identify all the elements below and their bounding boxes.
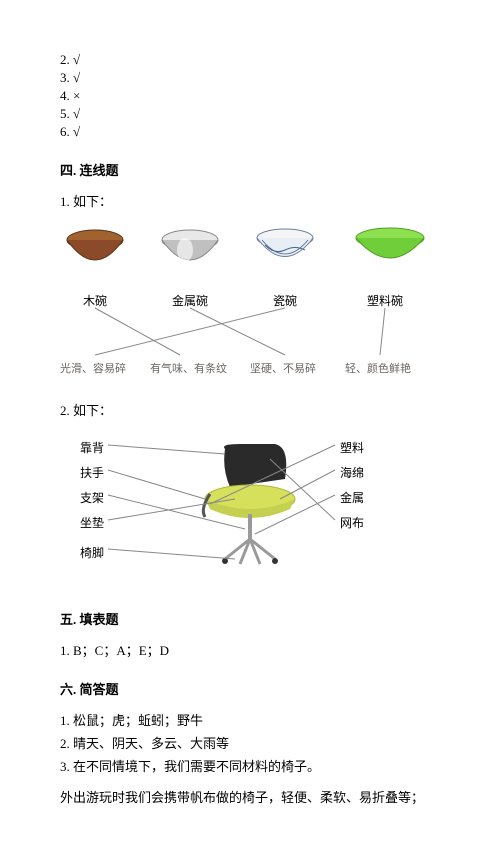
prop-2: 有气味、有条纹 (150, 360, 227, 376)
s6-a3b: 外出游玩时我们会携带帆布做的椅子，轻便、柔软、易折叠等； (60, 787, 440, 806)
prop-1: 光滑、容易碎 (60, 360, 126, 376)
judge-5: 5. √ (60, 106, 440, 122)
judge-6: 6. √ (60, 124, 440, 140)
prop-4: 轻、颜色鲜艳 (345, 360, 411, 376)
s6-a2: 2. 晴天、阴天、多云、大雨等 (60, 733, 440, 752)
judge-3: 3. √ (60, 70, 440, 86)
s5-a1: 1. B；C；A；E；D (60, 640, 440, 659)
q2-intro: 2. 如下： (60, 400, 440, 419)
section-6-title: 六. 简答题 (60, 679, 440, 698)
s6-a3: 3. 在不同情境下，我们需要不同材料的椅子。 (60, 756, 440, 775)
section-5-title: 五. 填表题 (60, 609, 440, 628)
q2-diagram: 靠背 扶手 支架 坐垫 椅脚 塑料 海绵 金属 网布 (60, 429, 440, 589)
q2-lines (60, 429, 440, 589)
q1-intro: 1. 如下： (60, 191, 440, 210)
s6-a1: 1. 松鼠；虎；蚯蚓；野牛 (60, 710, 440, 729)
prop-3: 坚硬、不易碎 (250, 360, 316, 376)
judge-4: 4. × (60, 88, 440, 104)
section-4-title: 四. 连线题 (60, 160, 440, 179)
judge-2: 2. √ (60, 52, 440, 68)
q1-diagram: 木碗 金属碗 瓷碗 塑料碗 光滑、容易碎 有气味、有条纹 坚硬、不易碎 轻、颜色… (60, 220, 440, 390)
